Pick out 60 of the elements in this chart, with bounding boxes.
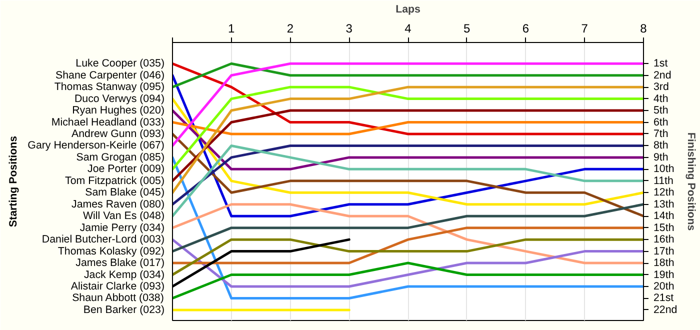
y2-tick-label: 6th [654, 116, 668, 128]
text: Starting Positions [8, 136, 20, 228]
series-label: James Raven (080) [72, 198, 165, 210]
x-tick-label: 8 [640, 22, 648, 36]
series-label: Sam Blake (045) [85, 186, 165, 199]
y2-tick-label: 20th [654, 280, 674, 292]
line-series [172, 238, 644, 288]
x-tick-label: 2 [286, 22, 294, 36]
x-tick-label: 6 [522, 22, 530, 36]
y2-tick-label: 7th [654, 128, 668, 140]
y2-tick-label: 2nd [654, 69, 672, 82]
series-label: Ryan Hughes (020) [72, 104, 164, 117]
series-label: Shaun Abbott (038) [72, 292, 164, 304]
series-label: Jack Kemp (034) [84, 268, 164, 281]
series-label: Michael Headland (033) [51, 116, 164, 128]
y2-tick-label: 3rd [654, 81, 669, 94]
y2-tick-label: 1st [654, 58, 668, 70]
series-label: Thomas Kolasky (092) [58, 245, 165, 258]
y2-tick-label: 12th [654, 186, 674, 199]
x-axis-title: Laps [396, 4, 421, 16]
series-label: Jamie Perry (034) [80, 222, 165, 234]
y2-tick-label: 11th [654, 174, 674, 187]
y2-tick-label: 21st [654, 292, 674, 304]
y2-tick-label: 4th [654, 92, 668, 105]
y2-tick-label: 17th [654, 245, 674, 258]
y2-tick-label: 9th [654, 151, 668, 164]
series-label: Andrew Gunn (093) [72, 128, 164, 140]
y2-tick-label: 22nd [654, 304, 678, 316]
y2-tick-label: 15th [654, 222, 674, 234]
series-label: Will Van Es (048) [82, 210, 165, 222]
series-label: Sam Grogan (085) [76, 151, 165, 164]
x-tick-label: 1 [228, 22, 236, 36]
y2-tick-label: 18th [654, 257, 674, 270]
line-series [172, 203, 644, 253]
series-label: Luke Cooper (035) [76, 58, 165, 70]
series-label: James Blake (017) [76, 257, 165, 270]
x-tick-label: 4 [404, 22, 412, 36]
x-tick-label: 3 [346, 22, 353, 36]
series-label: Gary Henderson-Keirle (067) [28, 140, 165, 152]
y2-tick-label: 19th [654, 268, 674, 281]
y2-tick-label: 8th [654, 140, 668, 152]
series-label: Joe Porter (009) [88, 163, 164, 176]
series-label: Shane Carpenter (046) [56, 69, 164, 82]
y2-axis-title: Finishing Positions [685, 132, 698, 231]
series-label: Ben Barker (023) [83, 304, 165, 316]
line-series [172, 203, 644, 264]
series-label: Alistair Clarke (093) [70, 280, 165, 292]
y2-tick-label: 13th [654, 198, 674, 210]
series-label: Duco Verwys (094) [74, 92, 165, 105]
series-label: Tom Fitzpatrick (005) [65, 174, 165, 187]
series-label: Thomas Stanway (095) [54, 81, 165, 94]
series-label: Daniel Butcher-Lord (003) [42, 234, 164, 246]
x-tick-label: 7 [581, 22, 588, 36]
y2-tick-label: 10th [654, 163, 674, 176]
y2-tick-label: 16th [654, 234, 674, 246]
line-series [172, 86, 644, 194]
x-tick-label: 5 [464, 22, 471, 36]
line-series [172, 98, 644, 206]
y2-tick-label: 14th [654, 210, 674, 222]
y2-tick-label: 5th [654, 104, 668, 117]
